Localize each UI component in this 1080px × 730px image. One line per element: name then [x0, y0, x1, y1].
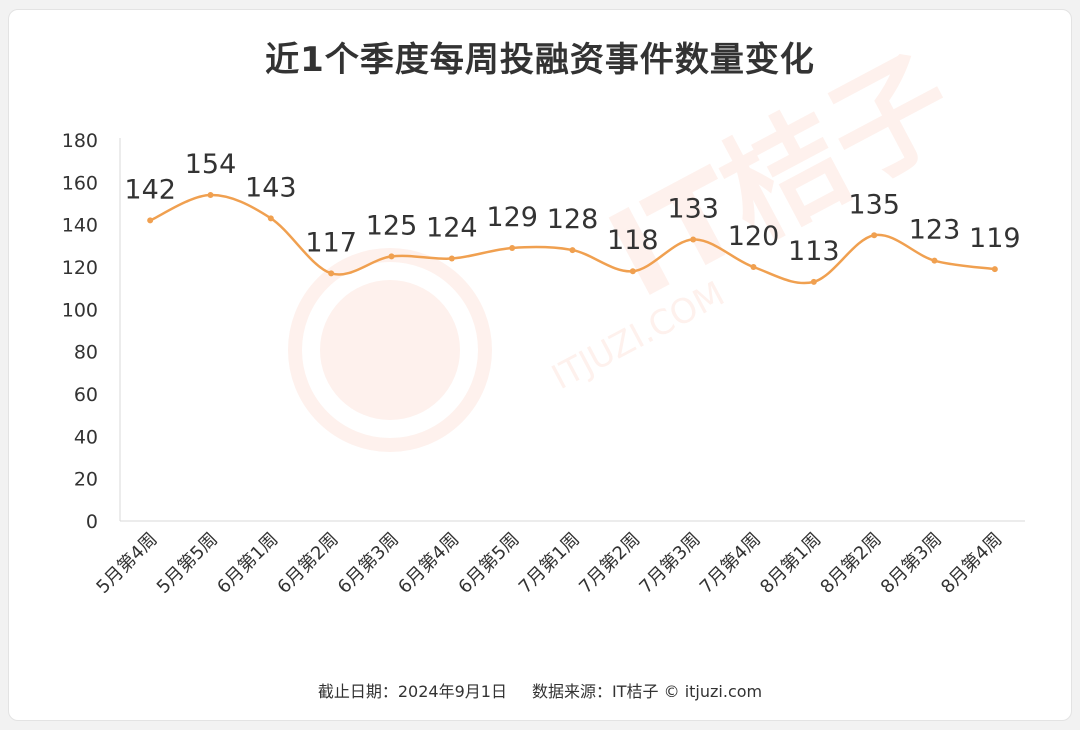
- data-point: [931, 257, 938, 264]
- x-tick-label: 6月第5周: [454, 529, 523, 598]
- data-point: [991, 266, 998, 273]
- chart-card: [8, 9, 1072, 721]
- x-tick-label: 8月第4周: [937, 529, 1006, 598]
- x-tick-label: 6月第1周: [213, 529, 282, 598]
- data-label: 129: [486, 202, 538, 233]
- y-tick-label: 100: [62, 299, 98, 321]
- data-label: 120: [728, 221, 780, 252]
- data-label: 125: [366, 210, 418, 241]
- data-point: [267, 215, 274, 222]
- data-point: [750, 264, 757, 270]
- data-label: 143: [245, 172, 297, 203]
- watermark-brand: IT桔子: [588, 31, 977, 326]
- data-label: 118: [607, 225, 659, 256]
- x-tick-label: 7月第3周: [635, 529, 704, 598]
- y-tick-label: 60: [74, 384, 98, 406]
- y-tick-label: 140: [62, 215, 98, 237]
- data-label: 124: [426, 213, 478, 244]
- data-label: 128: [547, 204, 599, 235]
- data-point: [629, 268, 636, 275]
- x-tick-label: 6月第4周: [394, 529, 463, 598]
- data-label: 113: [788, 236, 840, 267]
- x-tick-label: 8月第2周: [816, 529, 885, 598]
- y-axis: 0 20 40 60 80 100 120 140 160 180: [62, 130, 121, 533]
- data-point: [388, 253, 395, 260]
- data-label: 119: [969, 223, 1021, 254]
- footer-cutoff-date: 截止日期：2024年9月1日: [317, 682, 507, 701]
- data-point: [871, 232, 878, 239]
- y-tick-label: 80: [74, 342, 98, 364]
- data-points: [147, 192, 998, 285]
- data-point: [569, 247, 576, 254]
- x-tick-label: 7月第4周: [696, 529, 765, 598]
- data-point: [147, 217, 154, 224]
- x-tick-label: 8月第3周: [877, 529, 946, 598]
- data-point: [810, 278, 817, 285]
- x-tick-label: 5月第5周: [153, 529, 222, 598]
- data-point: [328, 270, 335, 277]
- data-point: [509, 244, 516, 251]
- footer-source: 数据来源：IT桔子 © itjuzi.com: [532, 682, 763, 701]
- data-label: 142: [124, 174, 176, 205]
- x-tick-label: 8月第1周: [756, 529, 825, 598]
- data-label: 117: [305, 227, 357, 258]
- data-point: [448, 255, 455, 262]
- data-point: [207, 192, 214, 199]
- data-label: 123: [909, 215, 961, 246]
- x-tick-label: 7月第1周: [515, 529, 584, 598]
- y-tick-label: 160: [62, 172, 98, 194]
- data-label: 135: [848, 189, 900, 220]
- chart-title: 近1个季度每周投融资事件数量变化: [265, 40, 815, 80]
- y-tick-label: 120: [62, 257, 98, 279]
- y-tick-label: 0: [86, 511, 98, 533]
- watermark-orange-core-icon: [320, 280, 460, 420]
- data-label: 133: [667, 193, 719, 224]
- x-tick-label: 6月第3周: [334, 529, 403, 598]
- data-label: 154: [185, 149, 237, 180]
- x-axis: 5月第4周5月第5周6月第1周6月第2周6月第3周6月第4周6月第5周7月第1周…: [92, 529, 1006, 598]
- y-tick-label: 40: [74, 426, 98, 448]
- data-point: [690, 236, 697, 243]
- x-tick-label: 6月第2周: [273, 529, 342, 598]
- footer: 截止日期：2024年9月1日 数据来源：IT桔子 © itjuzi.com: [0, 678, 1080, 702]
- y-tick-label: 20: [74, 469, 98, 491]
- x-tick-label: 5月第4周: [92, 529, 161, 598]
- data-labels: 142 154 143 117 125 124 129 128 118 133 120 113 135 1…: [124, 149, 1020, 267]
- x-tick-label: 7月第2周: [575, 529, 644, 598]
- y-tick-label: 180: [62, 130, 98, 152]
